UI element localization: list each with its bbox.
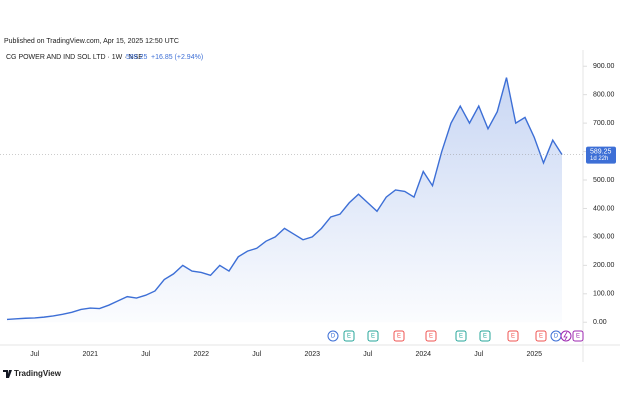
price-badge — [586, 146, 616, 164]
price-badge-value: 589.25 — [590, 148, 612, 155]
legend-change: +16.85 (+2.94%) — [151, 54, 203, 61]
area-fill — [7, 77, 562, 323]
y-tick-label: 800.00 — [593, 92, 615, 99]
brand-logo: TradingView — [3, 369, 62, 378]
x-tick-label: 2022 — [193, 351, 209, 358]
price-line — [6, 77, 563, 321]
x-tick-label: Jul — [363, 351, 372, 358]
symbol: CG POWER AND IND SOL LTD · 1W · NSE — [6, 54, 143, 61]
event: E — [507, 330, 519, 342]
event-label: E — [576, 334, 580, 340]
event-label: E — [397, 334, 401, 340]
event-label: D — [554, 334, 559, 340]
event-label: D — [331, 334, 336, 340]
y-tick-label: 200.00 — [593, 262, 615, 269]
event-label: E — [459, 334, 463, 340]
event: E — [367, 330, 379, 342]
event-label: E — [429, 334, 433, 340]
event-label: E — [371, 334, 375, 340]
event: E — [455, 330, 467, 342]
brand: TradingView — [14, 369, 62, 378]
x-tick-label: Jul — [30, 351, 39, 358]
event-label: E — [539, 334, 543, 340]
y-tick-label: 900.00 — [593, 63, 615, 70]
y-tick-label: 300.00 — [593, 234, 615, 241]
event: E — [393, 330, 405, 342]
legend-price: 589.25 — [126, 54, 148, 61]
event: E — [572, 330, 584, 342]
y-tick-label: 500.00 — [593, 177, 615, 184]
y-tick-label: 100.00 — [593, 291, 615, 298]
y-tick-label: 0.00 — [593, 319, 607, 326]
event: D — [327, 330, 339, 342]
event-label: E — [511, 334, 515, 340]
event: E — [425, 330, 437, 342]
split-icon — [563, 331, 568, 341]
event-label: E — [483, 334, 487, 340]
x-tick-label: Jul — [474, 351, 483, 358]
event: E — [343, 330, 355, 342]
event-label: E — [347, 334, 351, 340]
y-tick-label: 400.00 — [593, 205, 615, 212]
x-tick-label: 2025 — [526, 351, 542, 358]
countdown: 1d 22h — [590, 156, 608, 162]
x-tick-label: 2024 — [415, 351, 431, 358]
events: D E E E E E E E E D E — [327, 330, 584, 342]
y-tick-label: 700.00 — [593, 120, 615, 127]
event: E — [479, 330, 491, 342]
x-tick-label: Jul — [252, 351, 261, 358]
event: E — [535, 330, 547, 342]
x-tick-label: 2023 — [304, 351, 320, 358]
split-icon — [560, 330, 572, 342]
published-note: Published on TradingView.com, Apr 15, 20… — [4, 38, 179, 45]
event: D — [550, 330, 562, 342]
x-tick-label: 2021 — [82, 351, 98, 358]
x-tick-label: Jul — [141, 351, 150, 358]
